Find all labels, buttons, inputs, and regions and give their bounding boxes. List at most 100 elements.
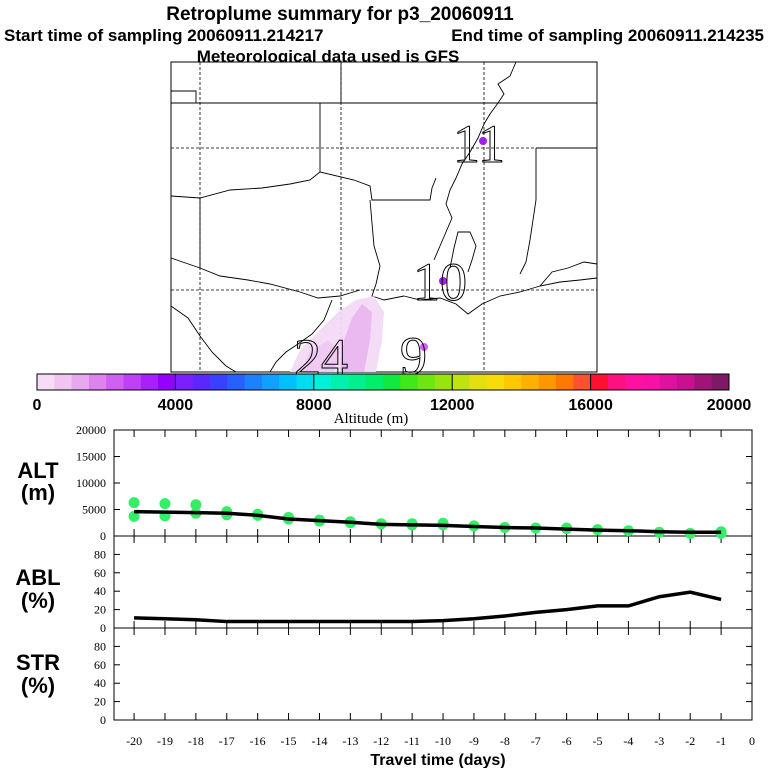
day-9-marker — [420, 343, 428, 351]
series-lines — [134, 509, 722, 624]
y-tick-label: 20000 — [76, 423, 106, 437]
x-tick-label: -10 — [435, 734, 451, 748]
figure-title: Retroplume summary for p3_20060911 — [166, 4, 514, 25]
str-label: STR — [16, 650, 60, 675]
x-axis-label: Travel time (days) — [370, 752, 505, 768]
map-frame — [170, 61, 598, 373]
x-tick-label: -18 — [188, 734, 204, 748]
x-tick-label: -19 — [157, 734, 173, 748]
altitude-colorbar: 0 4000 8000 12000 16000 20000 — [33, 373, 751, 414]
colorbar-title: Altitude (m) — [334, 411, 409, 427]
colorbar-swatch — [694, 374, 713, 390]
y-tick-label: 60 — [94, 566, 106, 580]
x-tick-label: -1 — [716, 734, 726, 748]
y-tick-label: 80 — [94, 547, 106, 561]
y-tick-label: 5000 — [82, 503, 106, 517]
x-tick-label: -8 — [500, 734, 510, 748]
colorbar-swatch — [261, 374, 280, 390]
colorbar-swatch — [452, 374, 470, 390]
x-tick-label: 0 — [749, 734, 755, 748]
colorbar-swatch — [642, 374, 661, 390]
day-11-marker — [479, 137, 487, 145]
alt-point — [128, 510, 140, 522]
colorbar-swatch — [417, 374, 436, 390]
y-tick-label: 20 — [94, 603, 106, 617]
str-unit: (%) — [21, 673, 55, 698]
colorbar-swatch — [106, 374, 124, 390]
day-10-marker — [439, 277, 447, 285]
colorbar-tick-label: 4000 — [158, 397, 194, 414]
abl-unit: (%) — [21, 588, 55, 613]
colorbar-swatch — [573, 374, 591, 390]
colorbar-swatch — [625, 374, 643, 390]
alt-panel-frame — [113, 429, 753, 537]
colorbar-swatch — [348, 374, 367, 390]
met-data-label: Meteorological data used is GFS — [197, 47, 460, 66]
panel-axes: 0 5000 10000 15000 20000 0 20 40 60 80 0 20 40 60 80 -2… — [76, 423, 755, 748]
colorbar-swatch — [175, 374, 194, 390]
x-tick-label: -16 — [250, 734, 266, 748]
colorbar-tick-label: 16000 — [568, 397, 613, 414]
x-tick-label: -11 — [404, 734, 420, 748]
x-tick-label: -6 — [562, 734, 572, 748]
y-tick-label: 10000 — [76, 476, 106, 490]
alt-point — [159, 498, 171, 510]
map-boundaries — [170, 61, 598, 373]
colorbar-swatch — [192, 374, 211, 390]
colorbar-swatch — [538, 374, 557, 390]
y-tick-label: 60 — [94, 658, 106, 672]
colorbar-tick-label: 0 — [33, 397, 42, 414]
colorbar-swatch — [383, 374, 401, 390]
day-label-10: 10 — [413, 252, 467, 312]
str-panel-frame — [113, 627, 753, 721]
colorbar-swatch — [434, 374, 453, 390]
colorbar-swatch — [158, 374, 176, 390]
alt-point — [190, 499, 202, 511]
colorbar-swatch — [279, 374, 297, 390]
colorbar-tick-label: 8000 — [296, 397, 332, 414]
colorbar-swatch — [123, 374, 142, 390]
colorbar-swatch — [521, 374, 540, 390]
day-label-11: 11 — [453, 114, 505, 174]
y-tick-label: 0 — [100, 713, 106, 727]
x-tick-label: -5 — [593, 734, 603, 748]
colorbar-swatch — [659, 374, 678, 390]
y-tick-label: 80 — [94, 639, 106, 653]
colorbar-swatch — [296, 374, 315, 390]
x-tick-label: -9 — [469, 734, 479, 748]
x-tick-label: -3 — [654, 734, 664, 748]
start-time-label: Start time of sampling 20060911.214217 — [4, 26, 323, 45]
day-markers — [420, 137, 487, 351]
colorbar-swatch — [469, 374, 488, 390]
x-tick-label: -20 — [126, 734, 142, 748]
alt-median-line — [134, 509, 722, 535]
alt-label: ALT — [17, 458, 59, 483]
x-tick-label: -4 — [623, 734, 633, 748]
abl-line — [134, 590, 722, 624]
y-tick-label: 40 — [94, 584, 106, 598]
colorbar-swatch — [227, 374, 245, 390]
y-tick-label: 0 — [100, 621, 106, 635]
colorbar-swatch — [71, 374, 90, 390]
colorbar-tick-label: 12000 — [430, 397, 475, 414]
colorbar-swatch — [365, 374, 384, 390]
colorbar-swatch — [88, 374, 107, 390]
colorbar-swatch — [590, 374, 609, 390]
colorbar-swatch — [54, 374, 72, 390]
colorbar-swatch — [486, 374, 505, 390]
colorbar-swatch — [711, 374, 730, 390]
x-tick-label: -12 — [373, 734, 389, 748]
colorbar-swatch — [400, 374, 418, 390]
retroplume-map: 11 10 9 24 — [170, 61, 598, 389]
colorbar-swatch — [677, 374, 695, 390]
colorbar-swatch — [331, 374, 349, 390]
plume-footprint — [290, 296, 384, 372]
x-tick-label: -15 — [281, 734, 297, 748]
x-tick-label: -14 — [311, 734, 327, 748]
y-tick-label: 40 — [94, 676, 106, 690]
colorbar-swatch — [607, 374, 626, 390]
colorbar-swatch — [140, 374, 159, 390]
alt-point — [128, 497, 140, 509]
colorbar-swatch — [313, 374, 332, 390]
